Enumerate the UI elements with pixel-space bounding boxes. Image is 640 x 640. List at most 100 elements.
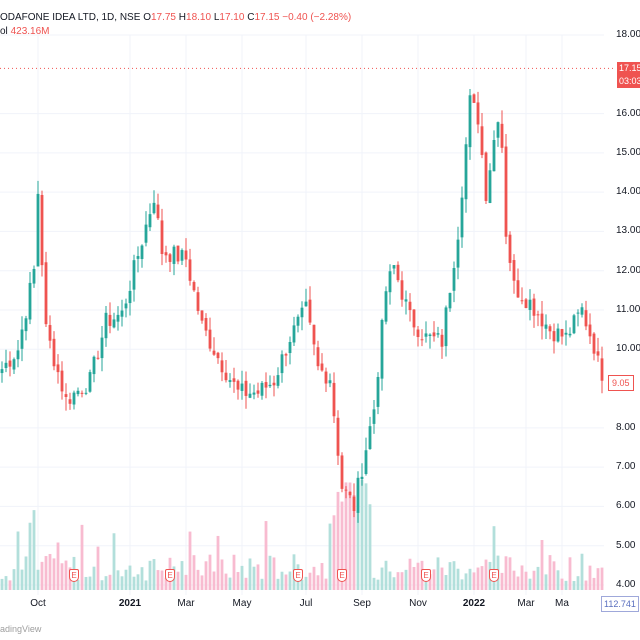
volume-bar-11 <box>44 556 48 590</box>
candle-body-49 <box>196 292 200 311</box>
candle-body-68 <box>272 382 276 386</box>
volume-bar-71 <box>284 574 288 590</box>
candle-body-63 <box>252 392 256 395</box>
volume-bar-112 <box>448 562 452 590</box>
earnings-event-icon[interactable]: E <box>165 569 175 582</box>
candle-body-19 <box>76 390 80 395</box>
volume-bar-36 <box>144 580 148 590</box>
earnings-event-icon[interactable]: E <box>421 569 431 582</box>
volume-bar-14 <box>56 542 60 590</box>
volume-bar-55 <box>220 559 224 590</box>
candle-body-134 <box>536 314 540 316</box>
low-label: L <box>213 12 220 23</box>
earnings-event-icon[interactable]: E <box>489 569 499 582</box>
volume-bar-149 <box>596 568 600 590</box>
candle-body-131 <box>524 299 528 309</box>
volume-bar-130 <box>520 565 524 590</box>
volume-bar-87 <box>348 482 352 590</box>
candle-body-29 <box>116 314 120 322</box>
volume-bar-6 <box>24 556 28 590</box>
change-value: −0.40 (−2.28%) <box>282 12 352 23</box>
volume-bar-101 <box>404 569 408 590</box>
candle-body-72 <box>288 342 292 354</box>
candle-body-20 <box>80 392 84 394</box>
volume-bar-7 <box>28 522 32 590</box>
candle-body-35 <box>140 245 144 259</box>
volume-bar-125 <box>500 572 504 590</box>
candle-body-135 <box>540 313 544 327</box>
volume-bar-90 <box>360 480 364 590</box>
volume-bar-2 <box>8 580 12 590</box>
candle-body-143 <box>572 315 576 334</box>
candle-body-79 <box>316 347 320 367</box>
candle-body-92 <box>368 426 372 450</box>
candle-body-113 <box>452 268 456 291</box>
volume-bar-28 <box>112 533 116 590</box>
earnings-event-icon[interactable]: E <box>69 569 79 582</box>
candle-body-70 <box>280 354 284 374</box>
candle-body-9 <box>36 193 40 267</box>
volume-bar-15 <box>60 563 64 590</box>
volume-bar-99 <box>396 572 400 590</box>
candle-body-138 <box>552 331 556 342</box>
volume-bar-128 <box>512 570 516 590</box>
x-tick-label: 2022 <box>462 598 486 609</box>
volume-bar-97 <box>388 571 392 590</box>
candle-body-36 <box>144 224 148 243</box>
candle-body-34 <box>136 256 140 259</box>
volume-bar-143 <box>572 580 576 590</box>
volume-bar-9 <box>36 569 40 590</box>
x-tick-label: Nov <box>409 598 427 609</box>
candle-body-50 <box>200 310 204 321</box>
candle-body-74 <box>296 316 300 326</box>
candle-body-82 <box>328 380 332 384</box>
candle-body-38 <box>152 202 156 214</box>
volume-bar-91 <box>364 483 368 590</box>
candle-body-39 <box>156 204 160 219</box>
candle-body-101 <box>404 299 408 302</box>
x-tick-label: Mar <box>517 598 535 609</box>
x-tick-label: Sep <box>353 598 371 609</box>
volume-bar-109 <box>436 557 440 590</box>
candle-body-41 <box>164 252 168 256</box>
low-value: 17.10 <box>219 12 245 23</box>
volume-bar-131 <box>524 571 528 590</box>
candle-body-96 <box>384 291 388 322</box>
candle-body-8 <box>32 268 36 284</box>
volume-bar-22 <box>88 576 92 590</box>
candle-body-140 <box>560 329 564 337</box>
volume-bar-3 <box>12 569 16 590</box>
candle-body-73 <box>292 325 296 343</box>
volume-bar-118 <box>472 572 476 590</box>
volume-bar-45 <box>180 561 184 590</box>
candle-body-11 <box>44 262 48 325</box>
x-tick-label: 2021 <box>118 598 142 609</box>
candle-body-122 <box>488 170 492 203</box>
candle-body-56 <box>224 372 228 381</box>
candle-body-128 <box>512 260 516 281</box>
candle-body-123 <box>492 139 496 172</box>
candle-body-53 <box>212 350 216 355</box>
candle-body-148 <box>592 333 596 354</box>
volume-bar-70 <box>280 571 284 590</box>
volume-bar-33 <box>132 576 136 590</box>
volume-bar-78 <box>312 566 316 590</box>
candle-body-78 <box>312 324 316 345</box>
candle-body-42 <box>168 254 172 262</box>
open-label: O <box>143 12 151 23</box>
volume-bar-95 <box>380 567 384 590</box>
candle-body-23 <box>92 356 96 375</box>
candle-body-116 <box>464 144 468 200</box>
volume-bar-144 <box>576 576 580 590</box>
volume-bar-37 <box>148 560 152 590</box>
candle-body-112 <box>448 292 452 309</box>
volume-bar-63 <box>252 566 256 590</box>
candle-body-77 <box>308 299 312 323</box>
earnings-event-icon[interactable]: E <box>293 569 303 582</box>
y-tick-label: 18.00 <box>616 29 640 40</box>
earnings-event-icon[interactable]: E <box>337 569 347 582</box>
candle-body-24 <box>96 357 100 359</box>
y-tick-label: 7.00 <box>616 461 636 473</box>
last-price-tag: 17.15 03:03 <box>617 62 640 88</box>
